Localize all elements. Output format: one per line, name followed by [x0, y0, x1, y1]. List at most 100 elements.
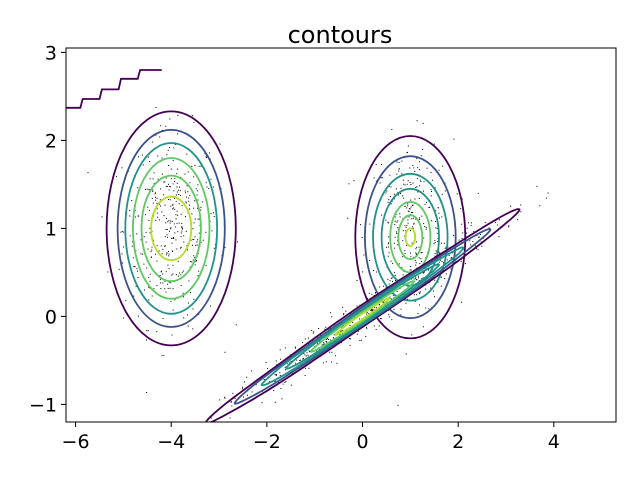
scatter-point-0-376: [166, 236, 168, 238]
scatter-point-0-269: [176, 248, 178, 250]
scatter-point-2-208: [287, 363, 289, 365]
scatter-point-0-393: [198, 165, 200, 167]
scatter-point-0-73: [175, 200, 177, 202]
scatter-point-0-211: [196, 194, 198, 196]
scatter-point-0-244: [101, 216, 103, 218]
scatter-point-2-557: [470, 224, 472, 226]
scatter-point-0-408: [171, 220, 173, 222]
scatter-point-1-222: [421, 215, 423, 217]
scatter-point-0-383: [149, 227, 151, 229]
scatter-point-2-284: [438, 250, 440, 252]
scatter-point-0-104: [196, 190, 198, 192]
scatter-point-1-183: [373, 177, 375, 179]
scatter-point-2-537: [255, 384, 257, 386]
scatter-point-1-65: [412, 164, 414, 166]
scatter-point-0-168: [166, 254, 168, 256]
scatter-point-0-390: [168, 268, 170, 270]
scatter-point-1-16: [416, 120, 418, 122]
scatter-point-0-294: [167, 283, 168, 285]
scatter-point-2-415: [378, 325, 380, 327]
scatter-point-2-315: [295, 347, 296, 349]
scatter-point-1-142: [394, 224, 396, 226]
scatter-point-0-29: [179, 195, 181, 197]
scatter-point-0-134: [188, 280, 190, 282]
scatter-point-2-147: [306, 352, 308, 354]
scatter-point-0-372: [158, 219, 160, 221]
scatter-point-0-39: [205, 265, 207, 267]
scatter-point-2-276: [307, 354, 309, 356]
scatter-point-2-260: [251, 370, 252, 372]
scatter-point-2-80: [451, 256, 453, 258]
scatter-point-2-132: [274, 373, 276, 375]
scatter-point-2-146: [303, 353, 305, 354]
scatter-point-0-361: [156, 203, 158, 205]
scatter-point-0-419: [134, 209, 136, 211]
scatter-point-2-531: [467, 222, 469, 224]
scatter-point-1-68: [369, 259, 371, 261]
scatter-point-1-98: [411, 334, 413, 336]
scatter-point-0-62: [205, 231, 207, 233]
scatter-point-2-33: [407, 285, 409, 287]
scatter-point-0-83: [160, 288, 162, 289]
scatter-point-0-67: [144, 189, 146, 190]
scatter-point-0-282: [160, 245, 162, 247]
scatter-point-1-254: [407, 145, 409, 147]
scatter-point-1-80: [413, 167, 415, 169]
scatter-point-1-56: [425, 228, 427, 230]
x-tick-label-5: 4: [548, 431, 560, 453]
scatter-point-2-280: [268, 381, 270, 383]
scatter-point-1-118: [477, 192, 479, 194]
scatter-point-0-97: [162, 282, 164, 284]
scatter-point-0-412: [151, 197, 153, 199]
scatter-point-0-6: [144, 214, 146, 216]
scatter-point-1-46: [419, 293, 421, 295]
scatter-point-1-251: [418, 218, 420, 220]
scatter-point-1-10: [393, 193, 395, 195]
scatter-point-1-151: [453, 138, 455, 140]
scatter-point-2-28: [389, 296, 391, 298]
scatter-point-1-37: [410, 256, 412, 258]
scatter-point-0-167: [205, 155, 207, 157]
scatter-point-0-357: [121, 231, 123, 232]
scatter-point-0-413: [204, 153, 206, 155]
scatter-point-2-56: [279, 372, 281, 374]
scatter-point-0-403: [185, 192, 187, 194]
scatter-point-1-109: [395, 188, 397, 190]
scatter-point-0-328: [161, 157, 163, 159]
scatter-point-0-129: [180, 236, 182, 237]
scatter-point-2-62: [478, 236, 480, 238]
scatter-point-2-123: [478, 237, 480, 239]
scatter-point-0-37: [183, 241, 185, 243]
scatter-point-0-277: [159, 275, 161, 276]
scatter-point-0-91: [168, 183, 169, 185]
scatter-point-0-163: [144, 289, 145, 291]
scatter-point-2-271: [481, 245, 483, 247]
scatter-point-0-165: [170, 220, 172, 222]
scatter-point-0-407: [190, 239, 192, 241]
scatter-point-0-397: [173, 190, 175, 192]
scatter-point-2-396: [407, 298, 408, 300]
scatter-point-2-347: [280, 388, 282, 389]
scatter-point-1-116: [391, 129, 393, 130]
scatter-point-2-388: [289, 362, 291, 364]
scatter-point-0-159: [118, 268, 120, 270]
scatter-point-1-72: [404, 250, 406, 252]
scatter-point-0-16: [163, 215, 165, 217]
scatter-point-2-328: [325, 326, 327, 328]
scatter-point-0-379: [192, 308, 194, 310]
scatter-point-1-147: [424, 203, 426, 205]
scatter-point-1-209: [388, 199, 390, 201]
scatter-point-0-143: [169, 230, 170, 232]
contour-left-4: [140, 174, 202, 283]
scatter-point-2-213: [388, 314, 390, 316]
scatter-point-1-316: [436, 232, 438, 234]
scatter-point-1-196: [406, 207, 408, 209]
scatter-point-2-176: [445, 246, 447, 248]
contour-middle-5: [397, 214, 424, 261]
scatter-point-2-310: [308, 337, 310, 339]
scatter-point-2-116: [294, 346, 296, 348]
scatter-point-0-201: [200, 209, 202, 211]
scatter-point-0-364: [168, 253, 170, 255]
scatter-point-1-82: [381, 318, 383, 320]
scatter-point-0-230: [165, 271, 167, 273]
